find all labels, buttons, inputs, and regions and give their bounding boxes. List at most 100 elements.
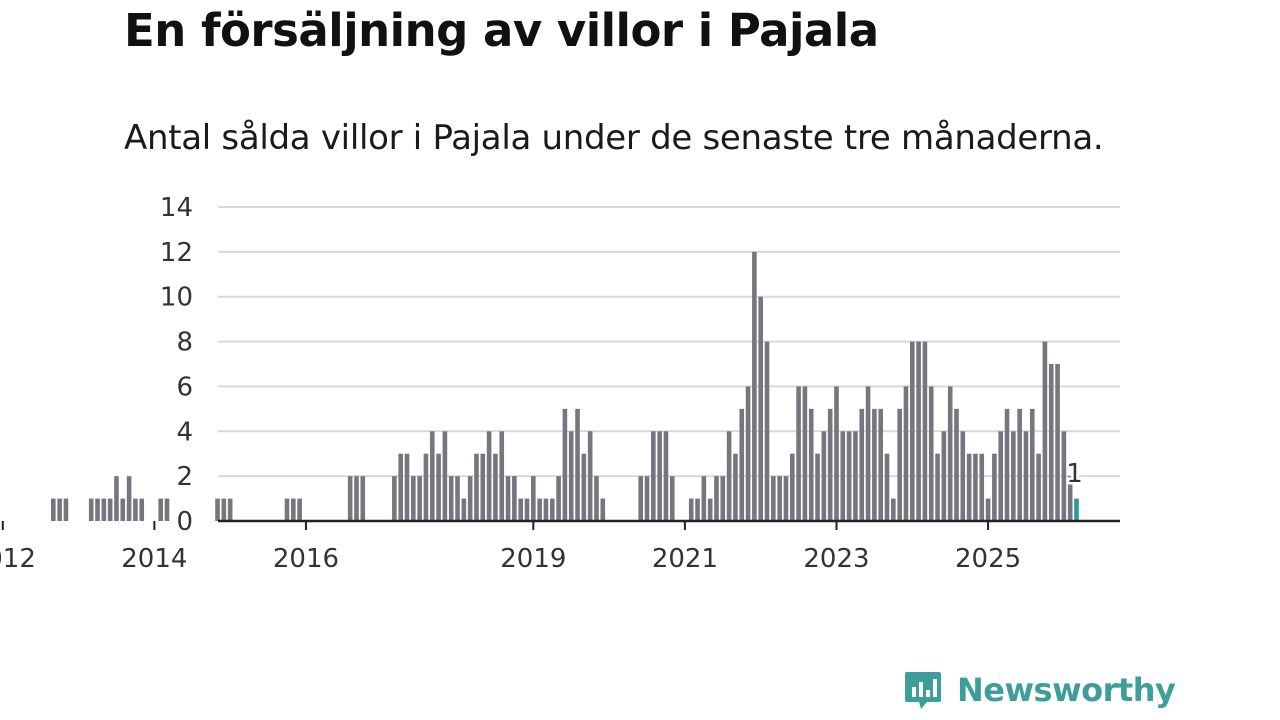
bar [1048, 364, 1054, 521]
y-tick-label: 6 [176, 372, 193, 402]
bar [695, 498, 700, 521]
y-tick-label: 4 [176, 417, 193, 447]
bar [985, 498, 991, 521]
bar [726, 431, 732, 521]
bar [897, 408, 902, 521]
x-tick-label: 2023 [803, 544, 869, 574]
bar [467, 476, 473, 521]
bar [992, 453, 997, 521]
bar [392, 476, 397, 521]
bar [227, 498, 233, 521]
y-tick-label: 12 [160, 238, 193, 268]
bar [707, 498, 713, 521]
bar [347, 476, 353, 521]
bar [518, 498, 523, 521]
newsworthy-logo-text: Newsworthy [957, 671, 1176, 709]
bar [107, 498, 113, 521]
bar [1042, 341, 1048, 521]
bar [1023, 431, 1029, 521]
x-tick-label: 2012 [0, 544, 36, 574]
y-tick-label: 0 [176, 507, 193, 537]
newsworthy-logo: Newsworthy [903, 670, 1176, 710]
bar [796, 386, 801, 521]
bar [688, 498, 694, 521]
bar [505, 476, 511, 521]
bar [499, 431, 505, 521]
bar [417, 476, 422, 521]
bar [733, 453, 738, 521]
bar [701, 476, 707, 521]
bar [815, 453, 820, 521]
bar [126, 476, 132, 521]
bar [1067, 476, 1073, 521]
bar [808, 408, 814, 521]
bar [802, 386, 808, 521]
bar [928, 386, 934, 521]
y-tick-label: 8 [176, 328, 193, 358]
bar [935, 453, 940, 521]
bar [1017, 408, 1022, 521]
bar [398, 453, 403, 521]
bar [139, 498, 145, 521]
bar [1055, 364, 1060, 521]
bar [657, 431, 662, 521]
bar [714, 476, 719, 521]
bar [429, 431, 435, 521]
bar [973, 453, 978, 521]
gridlines [218, 206, 1120, 478]
bar [827, 408, 833, 521]
x-tick-label: 2021 [652, 544, 718, 574]
bar [543, 498, 549, 521]
bar [221, 498, 227, 521]
bar [575, 408, 580, 521]
bar [720, 476, 726, 521]
bar [846, 431, 852, 521]
highlight-value-label: 1 [1066, 459, 1083, 489]
bar [941, 431, 947, 521]
bar [840, 431, 846, 521]
bar [909, 341, 915, 521]
bar [164, 498, 170, 521]
bar [821, 431, 827, 521]
bar [1061, 431, 1067, 521]
bar [884, 453, 890, 521]
bar [644, 476, 650, 521]
bar [549, 498, 555, 521]
bar [581, 453, 587, 521]
bar [512, 476, 517, 521]
bar [448, 476, 454, 521]
bar [1004, 408, 1010, 521]
bar [436, 453, 441, 521]
x-axis-ticks: 2012 2014 2016 2019 2021 2023 2025 [0, 521, 1021, 574]
x-tick-label: 2025 [955, 544, 1021, 574]
bar [493, 453, 498, 521]
bar [651, 431, 656, 521]
chart-subtitle: Antal sålda villor i Pajala under de sen… [124, 118, 1104, 158]
bar [752, 251, 757, 521]
bar [297, 498, 302, 521]
bar [101, 498, 107, 521]
bar [88, 498, 94, 521]
bar [562, 408, 568, 521]
bar [423, 453, 429, 521]
bar [524, 498, 530, 521]
bar [922, 341, 928, 521]
bar [360, 476, 366, 521]
bar [966, 453, 972, 521]
bar [587, 431, 593, 521]
bar [291, 498, 296, 521]
bar [947, 386, 953, 521]
bar [865, 386, 871, 521]
bar [120, 498, 126, 521]
bar [789, 453, 795, 521]
bar [95, 498, 100, 521]
bar [531, 476, 536, 521]
chart-title: En försäljning av villor i Pajala [124, 4, 879, 57]
bar [1029, 408, 1035, 521]
bar [739, 408, 745, 521]
bar [916, 341, 921, 521]
bar [878, 408, 884, 521]
bar [411, 476, 416, 521]
bar [1036, 453, 1041, 521]
